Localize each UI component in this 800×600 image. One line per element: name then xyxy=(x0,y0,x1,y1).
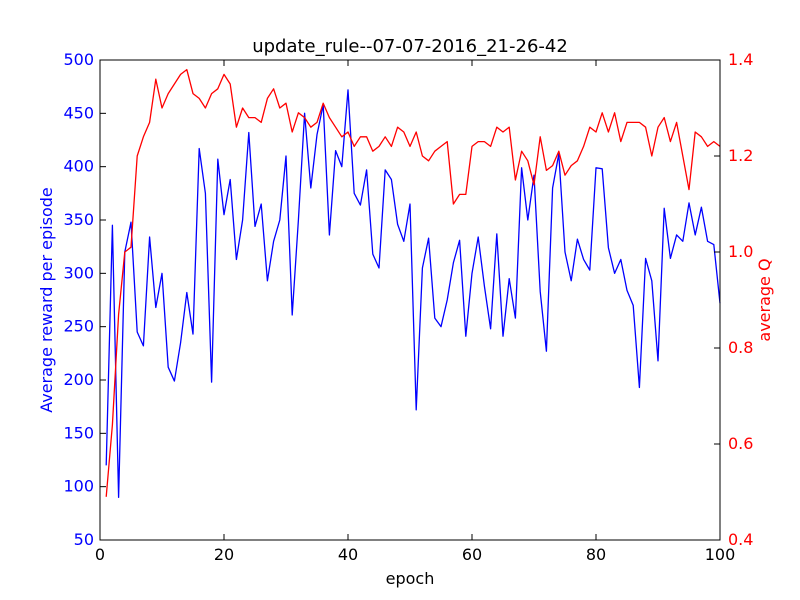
x-tick-label: 80 xyxy=(586,545,606,564)
left-y-tick-label: 50 xyxy=(74,530,94,549)
left-y-tick-label: 200 xyxy=(63,370,94,389)
right-y-axis-label: average Q xyxy=(755,258,774,341)
right-y-tick-label: 1.2 xyxy=(728,146,753,165)
left-y-axis-label: Average reward per episode xyxy=(37,187,56,413)
average-reward-line xyxy=(105,89,721,498)
right-y-tick-label: 1.4 xyxy=(728,50,753,69)
right-y-tick-label: 1.0 xyxy=(728,242,753,261)
left-y-tick-label: 350 xyxy=(63,210,94,229)
chart-title: update_rule--07-07-2016_21-26-42 xyxy=(252,36,568,57)
left-y-tick-label: 150 xyxy=(63,423,94,442)
right-y-tick-label: 0.6 xyxy=(728,434,753,453)
right-y-tick-label: 0.8 xyxy=(728,338,753,357)
left-y-tick-label: 100 xyxy=(63,477,94,496)
average-q-line xyxy=(105,68,721,497)
x-tick-label: 0 xyxy=(95,545,105,564)
right-y-tick-label: 0.4 xyxy=(728,530,753,549)
x-tick-label: 60 xyxy=(462,545,482,564)
left-y-tick-label: 400 xyxy=(63,157,94,176)
x-tick-label: 40 xyxy=(338,545,358,564)
plot-frame xyxy=(99,59,721,541)
axes-layer: 0 20 40 60 80 100 50 100 150 200 250 300 350 400 450 50… xyxy=(63,50,753,564)
left-y-tick-label: 450 xyxy=(63,103,94,122)
left-y-tick-label: 300 xyxy=(63,263,94,282)
x-tick-label: 20 xyxy=(214,545,234,564)
left-y-tick-label: 500 xyxy=(63,50,94,69)
series-layer xyxy=(105,68,721,498)
x-tick-label: 100 xyxy=(705,545,736,564)
x-axis-label: epoch xyxy=(386,569,435,588)
left-y-tick-label: 250 xyxy=(63,317,94,336)
